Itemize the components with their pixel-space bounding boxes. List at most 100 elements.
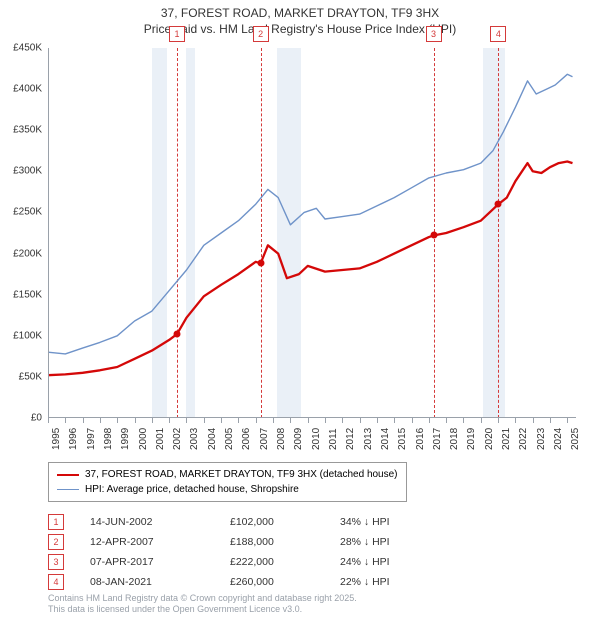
x-tick-label: 2000 (138, 428, 149, 450)
sale-marker-1: 1 (169, 26, 185, 42)
x-tick (186, 418, 187, 423)
row-marker: 4 (48, 574, 64, 590)
row-price: £102,000 (230, 516, 340, 528)
x-tick-label: 2011 (328, 428, 339, 450)
y-tick-label: £50K (0, 371, 42, 382)
x-tick-label: 2007 (259, 428, 270, 450)
table-row: 2 12-APR-2007£188,00028% ↓ HPI (48, 532, 460, 552)
x-tick-label: 2016 (415, 428, 426, 450)
sales-table: 114-JUN-2002£102,00034% ↓ HPI212-APR-200… (48, 512, 460, 592)
table-row: 4 08-JAN-2021£260,00022% ↓ HPI (48, 572, 460, 592)
x-tick-label: 2005 (224, 428, 235, 450)
y-tick-label: £350K (0, 125, 42, 136)
x-tick-label: 1995 (51, 428, 62, 450)
chart-title: 37, FOREST ROAD, MARKET DRAYTON, TF9 3HX… (0, 0, 600, 37)
x-tick (135, 418, 136, 423)
row-marker: 2 (48, 534, 64, 550)
x-tick (360, 418, 361, 423)
chart-lines (48, 48, 576, 418)
row-marker: 3 (48, 554, 64, 570)
x-tick-label: 1998 (103, 428, 114, 450)
row-marker: 1 (48, 514, 64, 530)
y-tick-label: £400K (0, 84, 42, 95)
y-tick-label: £200K (0, 248, 42, 259)
y-axis (48, 48, 49, 418)
x-tick-label: 2018 (449, 428, 460, 450)
row-price: £188,000 (230, 536, 340, 548)
x-tick-label: 2010 (311, 428, 322, 450)
row-date: 12-APR-2007 (90, 536, 230, 548)
x-tick (100, 418, 101, 423)
x-tick (238, 418, 239, 423)
x-tick-label: 2023 (536, 428, 547, 450)
legend: 37, FOREST ROAD, MARKET DRAYTON, TF9 3HX… (48, 462, 407, 502)
x-tick-label: 2001 (155, 428, 166, 450)
x-tick (65, 418, 66, 423)
x-tick (463, 418, 464, 423)
x-tick-label: 2006 (241, 428, 252, 450)
x-tick-label: 2015 (397, 428, 408, 450)
x-tick (412, 418, 413, 423)
series-price_paid (48, 162, 573, 376)
row-delta: 28% ↓ HPI (340, 536, 460, 548)
y-tick-label: £0 (0, 413, 42, 424)
x-tick-label: 2024 (553, 428, 564, 450)
x-tick (394, 418, 395, 423)
y-tick-label: £250K (0, 207, 42, 218)
row-date: 14-JUN-2002 (90, 516, 230, 528)
x-tick-label: 2019 (466, 428, 477, 450)
x-tick-label: 2025 (570, 428, 581, 450)
x-tick (256, 418, 257, 423)
sale-dot (495, 201, 502, 208)
y-tick-label: £150K (0, 289, 42, 300)
legend-item: HPI: Average price, detached house, Shro… (57, 482, 398, 497)
x-tick (533, 418, 534, 423)
legend-label: 37, FOREST ROAD, MARKET DRAYTON, TF9 3HX… (85, 467, 398, 482)
x-tick (48, 418, 49, 423)
row-date: 07-APR-2017 (90, 556, 230, 568)
x-tick-label: 2008 (276, 428, 287, 450)
x-tick-label: 2014 (380, 428, 391, 450)
footer-line-2: This data is licensed under the Open Gov… (48, 604, 357, 616)
title-line-2: Price paid vs. HM Land Registry's House … (0, 22, 600, 38)
y-tick-label: £100K (0, 330, 42, 341)
row-price: £260,000 (230, 576, 340, 588)
y-tick-label: £450K (0, 43, 42, 54)
x-tick (498, 418, 499, 423)
x-tick-label: 2004 (207, 428, 218, 450)
footer-line-1: Contains HM Land Registry data © Crown c… (48, 593, 357, 605)
x-tick-label: 1999 (120, 428, 131, 450)
row-delta: 22% ↓ HPI (340, 576, 460, 588)
x-tick (481, 418, 482, 423)
legend-swatch (57, 489, 79, 490)
x-tick (550, 418, 551, 423)
footer-attribution: Contains HM Land Registry data © Crown c… (48, 593, 357, 616)
x-tick (325, 418, 326, 423)
legend-swatch (57, 474, 79, 476)
y-tick-label: £300K (0, 166, 42, 177)
legend-label: HPI: Average price, detached house, Shro… (85, 482, 299, 497)
x-tick-label: 1996 (68, 428, 79, 450)
row-delta: 24% ↓ HPI (340, 556, 460, 568)
x-tick-label: 2003 (189, 428, 200, 450)
x-tick-label: 2020 (484, 428, 495, 450)
x-tick-label: 2012 (345, 428, 356, 450)
x-tick (308, 418, 309, 423)
series-hpi (48, 74, 573, 354)
x-tick (83, 418, 84, 423)
x-tick (429, 418, 430, 423)
x-tick (204, 418, 205, 423)
x-tick (377, 418, 378, 423)
row-date: 08-JAN-2021 (90, 576, 230, 588)
x-tick (446, 418, 447, 423)
sale-dot (257, 260, 264, 267)
x-tick-label: 2009 (293, 428, 304, 450)
x-tick-label: 2002 (172, 428, 183, 450)
sale-marker-2: 2 (253, 26, 269, 42)
x-tick-label: 2017 (432, 428, 443, 450)
x-tick-label: 1997 (86, 428, 97, 450)
sale-marker-4: 4 (490, 26, 506, 42)
x-tick (290, 418, 291, 423)
sale-marker-3: 3 (426, 26, 442, 42)
x-tick-label: 2022 (518, 428, 529, 450)
